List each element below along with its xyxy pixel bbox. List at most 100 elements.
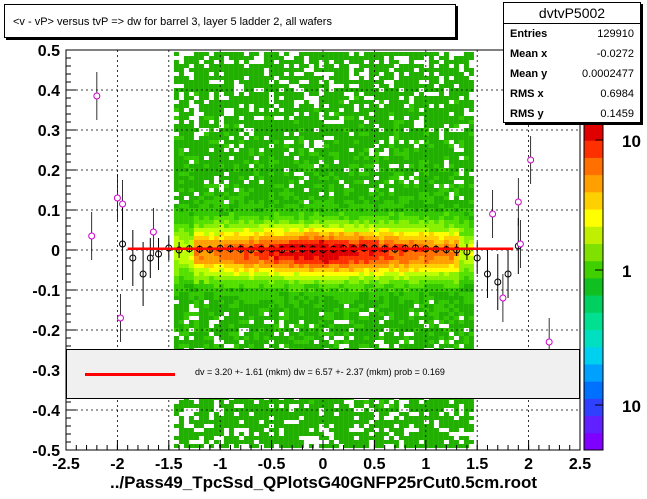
density-cell: [448, 404, 454, 408]
density-cell: [248, 144, 254, 148]
density-cell: [313, 120, 319, 124]
density-cell: [308, 220, 314, 224]
density-cell: [428, 400, 434, 404]
density-cell: [368, 232, 374, 236]
density-cell: [293, 200, 299, 204]
density-cell: [458, 232, 464, 236]
density-cell: [403, 228, 409, 232]
density-cell: [368, 132, 374, 136]
density-cell: [423, 312, 429, 316]
density-cell: [343, 180, 349, 184]
density-cell: [343, 152, 349, 156]
density-cell: [188, 124, 194, 128]
density-cell: [303, 280, 309, 284]
density-cell: [423, 120, 429, 124]
density-cell: [388, 156, 394, 160]
density-cell: [303, 240, 309, 244]
density-cell: [208, 256, 214, 260]
density-cell: [178, 216, 184, 220]
density-cell: [438, 156, 444, 160]
density-cell: [178, 400, 184, 404]
density-cell: [313, 52, 319, 56]
density-cell: [383, 124, 389, 128]
density-cell: [328, 196, 334, 200]
density-cell: [378, 144, 384, 148]
density-cell: [348, 192, 354, 196]
density-cell: [288, 292, 294, 296]
density-cell: [248, 316, 254, 320]
density-cell: [188, 164, 194, 168]
density-cell: [433, 404, 439, 408]
density-cell: [213, 428, 219, 432]
density-cell: [403, 144, 409, 148]
density-cell: [228, 180, 234, 184]
density-cell: [248, 420, 254, 424]
density-cell: [183, 296, 189, 300]
density-cell: [283, 216, 289, 220]
density-cell: [443, 292, 449, 296]
density-cell: [448, 200, 454, 204]
density-cell: [253, 188, 259, 192]
density-cell: [443, 320, 449, 324]
density-cell: [383, 240, 389, 244]
density-cell: [403, 156, 409, 160]
density-cell: [248, 172, 254, 176]
density-cell: [263, 120, 269, 124]
density-cell: [333, 340, 339, 344]
density-cell: [453, 132, 459, 136]
density-cell: [293, 284, 299, 288]
density-cell: [443, 236, 449, 240]
density-cell: [458, 80, 464, 84]
density-cell: [188, 400, 194, 404]
density-cell: [388, 76, 394, 80]
density-cell: [448, 224, 454, 228]
density-cell: [408, 268, 414, 272]
density-cell: [433, 176, 439, 180]
density-cell: [398, 164, 404, 168]
density-cell: [203, 176, 209, 180]
density-cell: [243, 152, 249, 156]
density-cell: [243, 188, 249, 192]
density-cell: [218, 240, 224, 244]
density-cell: [403, 220, 409, 224]
density-cell: [258, 144, 264, 148]
density-cell: [258, 100, 264, 104]
density-cell: [448, 124, 454, 128]
density-cell: [298, 148, 304, 152]
density-cell: [458, 312, 464, 316]
density-cell: [308, 52, 314, 56]
density-cell: [403, 160, 409, 164]
density-cell: [243, 244, 249, 248]
density-cell: [443, 56, 449, 60]
density-cell: [268, 56, 274, 60]
density-cell: [233, 220, 239, 224]
density-cell: [358, 292, 364, 296]
density-cell: [343, 104, 349, 108]
density-cell: [203, 76, 209, 80]
density-cell: [378, 404, 384, 408]
density-cell: [188, 196, 194, 200]
density-cell: [213, 268, 219, 272]
density-cell: [458, 296, 464, 300]
density-cell: [238, 304, 244, 308]
density-cell: [213, 68, 219, 72]
density-cell: [283, 304, 289, 308]
density-cell: [173, 124, 179, 128]
density-cell: [373, 312, 379, 316]
density-cell: [193, 412, 199, 416]
density-cell: [348, 140, 354, 144]
density-cell: [383, 272, 389, 276]
density-cell: [208, 112, 214, 116]
density-cell: [178, 220, 184, 224]
density-cell: [303, 164, 309, 168]
density-cell: [423, 104, 429, 108]
density-cell: [273, 160, 279, 164]
density-cell: [253, 412, 259, 416]
density-cell: [433, 220, 439, 224]
density-cell: [388, 196, 394, 200]
density-cell: [258, 404, 264, 408]
density-cell: [178, 184, 184, 188]
density-cell: [463, 68, 469, 72]
density-cell: [278, 84, 284, 88]
density-cell: [288, 144, 294, 148]
